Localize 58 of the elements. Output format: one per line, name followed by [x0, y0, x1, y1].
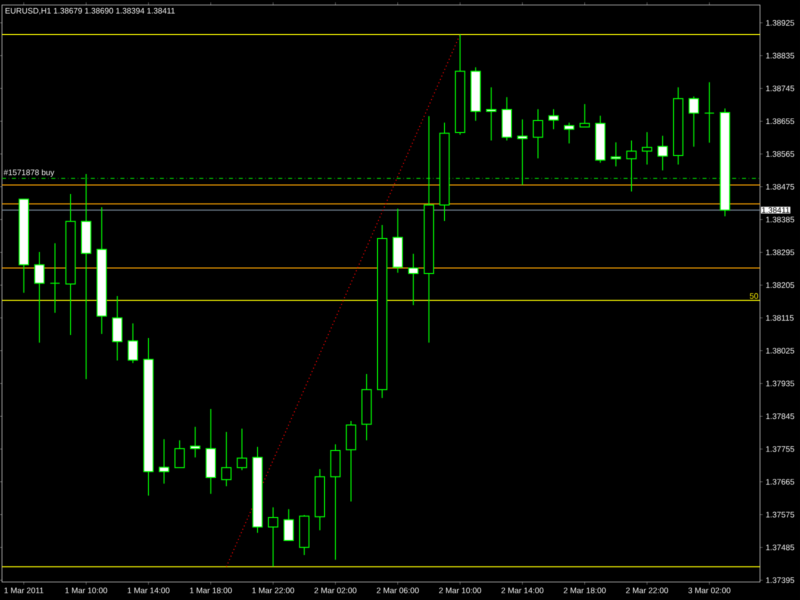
candlestick — [268, 506, 278, 568]
y-tick-label: 1.38385 — [766, 216, 794, 222]
x-tick-label: 2 Mar 02:00 — [314, 588, 356, 594]
candlestick — [610, 142, 622, 167]
x-tick-label: 2 Mar 14:00 — [501, 588, 544, 594]
candlestick — [704, 82, 715, 144]
y-tick-label: 1.37755 — [766, 446, 794, 452]
y-tick-label: 1.38205 — [766, 282, 794, 288]
candlestick — [128, 322, 138, 364]
y-tick-label: 1.38745 — [766, 86, 794, 92]
chart-title: EURUSD,H1 1.38679 1.38690 1.38394 1.38411 — [6, 8, 175, 15]
y-tick-label: 1.38565 — [766, 151, 794, 157]
annotation: 50 — [750, 293, 758, 299]
candlestick — [626, 140, 637, 192]
x-tick-label: 3 Mar 02:00 — [688, 588, 730, 594]
y-tick-label: 1.38025 — [766, 348, 794, 354]
x-tick-label: 2 Mar 18:00 — [564, 588, 606, 594]
y-tick-label: 1.38475 — [766, 184, 794, 190]
candlestick — [236, 428, 248, 471]
candlestick — [112, 296, 122, 362]
candlestick — [50, 242, 60, 314]
candlestick — [657, 135, 668, 171]
candlestick — [408, 253, 419, 306]
y-tick-label: 1.37935 — [766, 380, 794, 386]
candlestick — [580, 104, 590, 128]
y-tick-label: 1.38835 — [766, 52, 794, 58]
y-tick-label: 1.37485 — [766, 544, 794, 550]
y-tick-label: 1.37575 — [766, 512, 794, 518]
candlestick — [642, 132, 652, 166]
y-tick-label: 1.38925 — [766, 20, 794, 26]
candlestick — [174, 440, 185, 468]
candlestick — [190, 426, 200, 458]
ref-line-label: #1571878 buy — [4, 169, 54, 177]
x-tick-label: 1 Mar 14:00 — [128, 588, 170, 594]
candlestick — [486, 86, 496, 142]
y-tick-label: 1.37395 — [766, 577, 794, 584]
candlestick — [688, 96, 699, 148]
candlestick — [284, 508, 294, 541]
x-tick-label: 1 Mar 10:00 — [65, 588, 108, 594]
y-tick-label: 1.37665 — [766, 478, 794, 485]
candlestick — [34, 251, 45, 344]
x-tick-label: 1 Mar 18:00 — [190, 588, 232, 594]
y-tick-label: 1.38115 — [766, 315, 794, 321]
x-tick-label: 2 Mar 06:00 — [376, 588, 419, 594]
y-tick-label: 1.38655 — [766, 118, 794, 124]
x-tick-label: 1 Mar 2011 — [4, 588, 44, 594]
candlestick — [517, 118, 528, 186]
candlestick — [564, 122, 574, 144]
x-tick-label: 1 Mar 22:00 — [252, 588, 294, 594]
x-tick-label: 2 Mar 22:00 — [626, 588, 668, 594]
ref-line-label: 1.38411 — [762, 207, 790, 213]
y-tick-label: 1.37845 — [766, 413, 794, 420]
candlestick — [532, 108, 544, 159]
x-tick-label: 2 Mar 10:00 — [439, 588, 482, 594]
candlestick — [158, 438, 170, 484]
candlestick — [221, 431, 232, 487]
candlestick — [548, 108, 559, 130]
y-tick-label: 1.38295 — [766, 250, 794, 256]
